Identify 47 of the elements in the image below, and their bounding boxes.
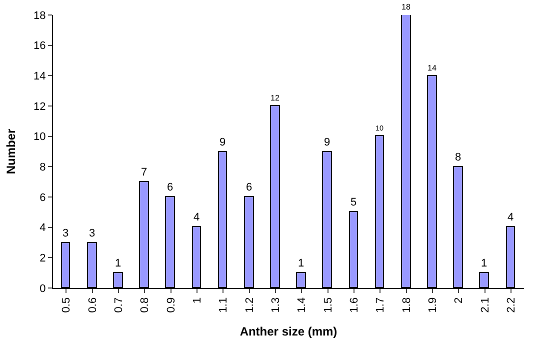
x-tick-label: 2.1 — [479, 297, 492, 313]
data-label: 3 — [88, 228, 96, 240]
y-tick-label: 14 — [34, 70, 46, 83]
x-tick-label: 2.2 — [505, 297, 518, 313]
x-tick-label: 1.6 — [348, 297, 360, 313]
x-tick-label: 1.1 — [218, 297, 230, 313]
data-label: 1 — [480, 258, 488, 270]
data-label: 14 — [428, 63, 437, 72]
x-tick-label: 1.8 — [400, 297, 413, 313]
x-tick-label: 1.7 — [374, 297, 387, 313]
x-tick-label: 0.8 — [139, 297, 152, 313]
x-tick-label: 0.9 — [165, 297, 178, 313]
y-tick-label: 8 — [40, 162, 46, 174]
x-axis-title: Anther size (mm) — [240, 324, 338, 339]
x-tick-label: 1.5 — [322, 297, 334, 313]
x-tick-label: 1.2 — [244, 297, 256, 313]
y-tick-label: 12 — [34, 100, 46, 113]
data-label: 6 — [246, 182, 252, 194]
data-label: 12 — [270, 93, 280, 102]
data-label: 3 — [62, 228, 69, 240]
y-tick-label: 2 — [40, 252, 46, 265]
x-tick-label: 0.6 — [86, 297, 99, 313]
x-tick-label: 2 — [453, 297, 466, 304]
data-label: 18 — [402, 2, 411, 12]
x-tick-label: 1 — [191, 297, 204, 304]
y-tick-label: 4 — [40, 222, 46, 234]
y-tick-label: 6 — [40, 192, 46, 204]
data-label: 1 — [114, 258, 122, 270]
y-tick-label: 18 — [34, 10, 46, 22]
data-label: 8 — [454, 152, 462, 164]
data-label: 4 — [193, 212, 200, 224]
y-tick-label: 0 — [40, 282, 46, 295]
data-label: 5 — [350, 196, 357, 208]
x-tick-label: 1.3 — [270, 297, 282, 313]
data-label: 7 — [140, 166, 148, 178]
data-label: 9 — [324, 136, 330, 148]
x-tick-label: 0.7 — [112, 297, 125, 313]
data-label: 1 — [298, 258, 304, 270]
data-label: 6 — [166, 182, 174, 194]
data-label: 9 — [219, 136, 226, 148]
x-tick-label: 0.5 — [60, 297, 73, 313]
data-label: 4 — [507, 212, 514, 224]
x-tick-label: 1.4 — [296, 297, 308, 313]
y-tick-label: 10 — [34, 131, 46, 144]
x-tick-label: 1.9 — [426, 297, 439, 313]
y-tick-label: 16 — [34, 40, 46, 52]
y-axis-title: Number — [4, 128, 18, 174]
